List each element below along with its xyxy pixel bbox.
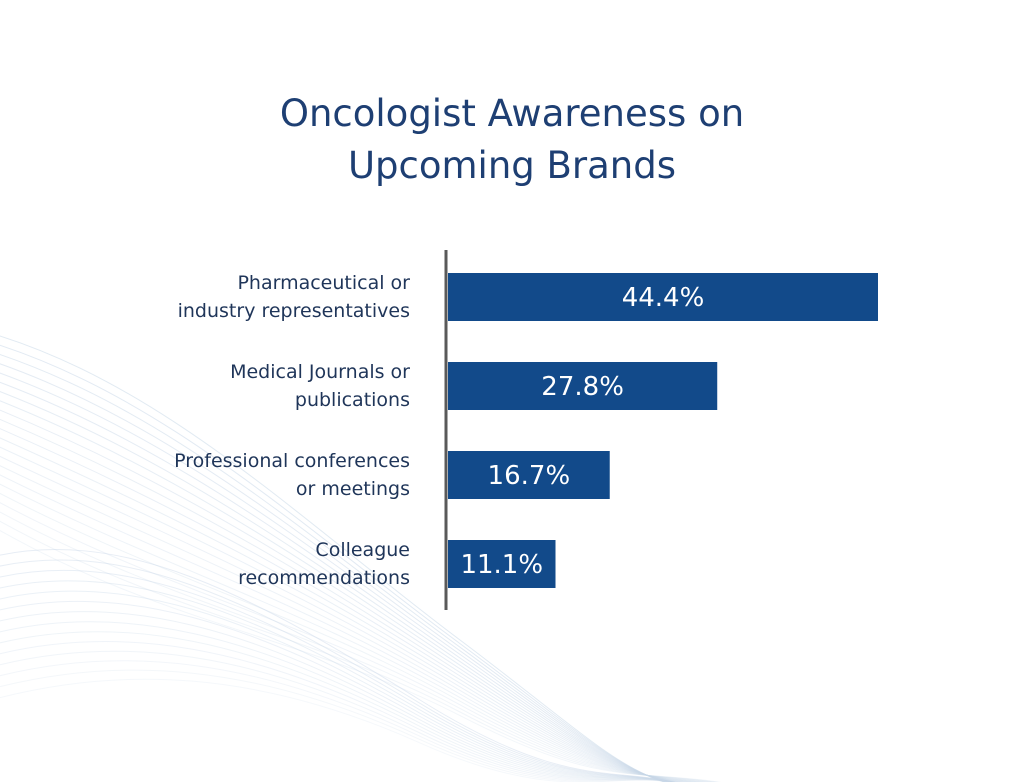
- background-wave-line: [0, 520, 718, 782]
- background-wave-line: [0, 590, 675, 782]
- background-wave-line: [0, 363, 669, 782]
- background-wave-line: [0, 474, 699, 782]
- background-wave-line: [0, 669, 673, 782]
- bar-1: [448, 273, 878, 321]
- bar-value-label-2: 27.8%: [541, 372, 624, 402]
- background-wave-line: [0, 409, 677, 782]
- category-label-2-line-2: publications: [295, 389, 410, 411]
- background-wave-line: [0, 418, 679, 782]
- background-wave-line: [0, 400, 675, 782]
- category-label-3-line-2: or meetings: [296, 478, 410, 500]
- background-wave-line: [0, 381, 672, 782]
- background-wave-line: [0, 428, 681, 782]
- background-wave-line: [0, 483, 704, 782]
- background-wave-line: [0, 641, 674, 782]
- category-label-4-line-2: recommendations: [238, 567, 410, 589]
- category-label-1-line-1: Pharmaceutical or: [237, 272, 410, 294]
- background-wave-line: [0, 529, 721, 782]
- chart-title-line-2: Upcoming Brands: [347, 144, 677, 187]
- bar-2: [448, 362, 718, 410]
- chart-title: Oncologist Awareness on Upcoming Brands: [0, 88, 1024, 192]
- background-wave-line: [0, 446, 688, 782]
- background-wave-line: [0, 570, 676, 782]
- background-wave-line: [0, 437, 684, 782]
- background-wave-line: [0, 391, 673, 782]
- background-wave-line: [0, 548, 676, 782]
- background-wave-line: [0, 678, 673, 782]
- category-label-4-line-1: Colleague: [315, 539, 410, 561]
- bar-3: [448, 451, 610, 499]
- background-wave-line: [0, 580, 675, 782]
- category-label-2-line-1: Medical Journals or: [230, 361, 410, 383]
- bar-value-label-4: 11.1%: [460, 550, 543, 580]
- chart-title-line-1: Oncologist Awareness on: [279, 92, 745, 135]
- background-wave-line: [0, 621, 674, 782]
- bar-4: [448, 540, 556, 588]
- background-wave-line: [0, 511, 715, 782]
- background-wave-line: [0, 611, 675, 782]
- background-wave-line: [0, 502, 712, 782]
- background-wave-line: [0, 492, 708, 782]
- background-wave-line: [0, 455, 691, 782]
- background-wave-line: [0, 660, 673, 782]
- background-wave-line: [0, 650, 674, 782]
- background-wave-line: [0, 465, 695, 782]
- background-wave-line: [0, 372, 670, 782]
- bar-value-label-3: 16.7%: [488, 461, 571, 491]
- category-label-3-line-1: Professional conferences: [174, 450, 410, 472]
- category-label-1-line-2: industry representatives: [178, 300, 410, 322]
- background-wave-line: [0, 631, 674, 782]
- background-wave-line: [0, 600, 675, 782]
- background-wave-line: [0, 559, 676, 782]
- bar-value-label-1: 44.4%: [622, 283, 705, 313]
